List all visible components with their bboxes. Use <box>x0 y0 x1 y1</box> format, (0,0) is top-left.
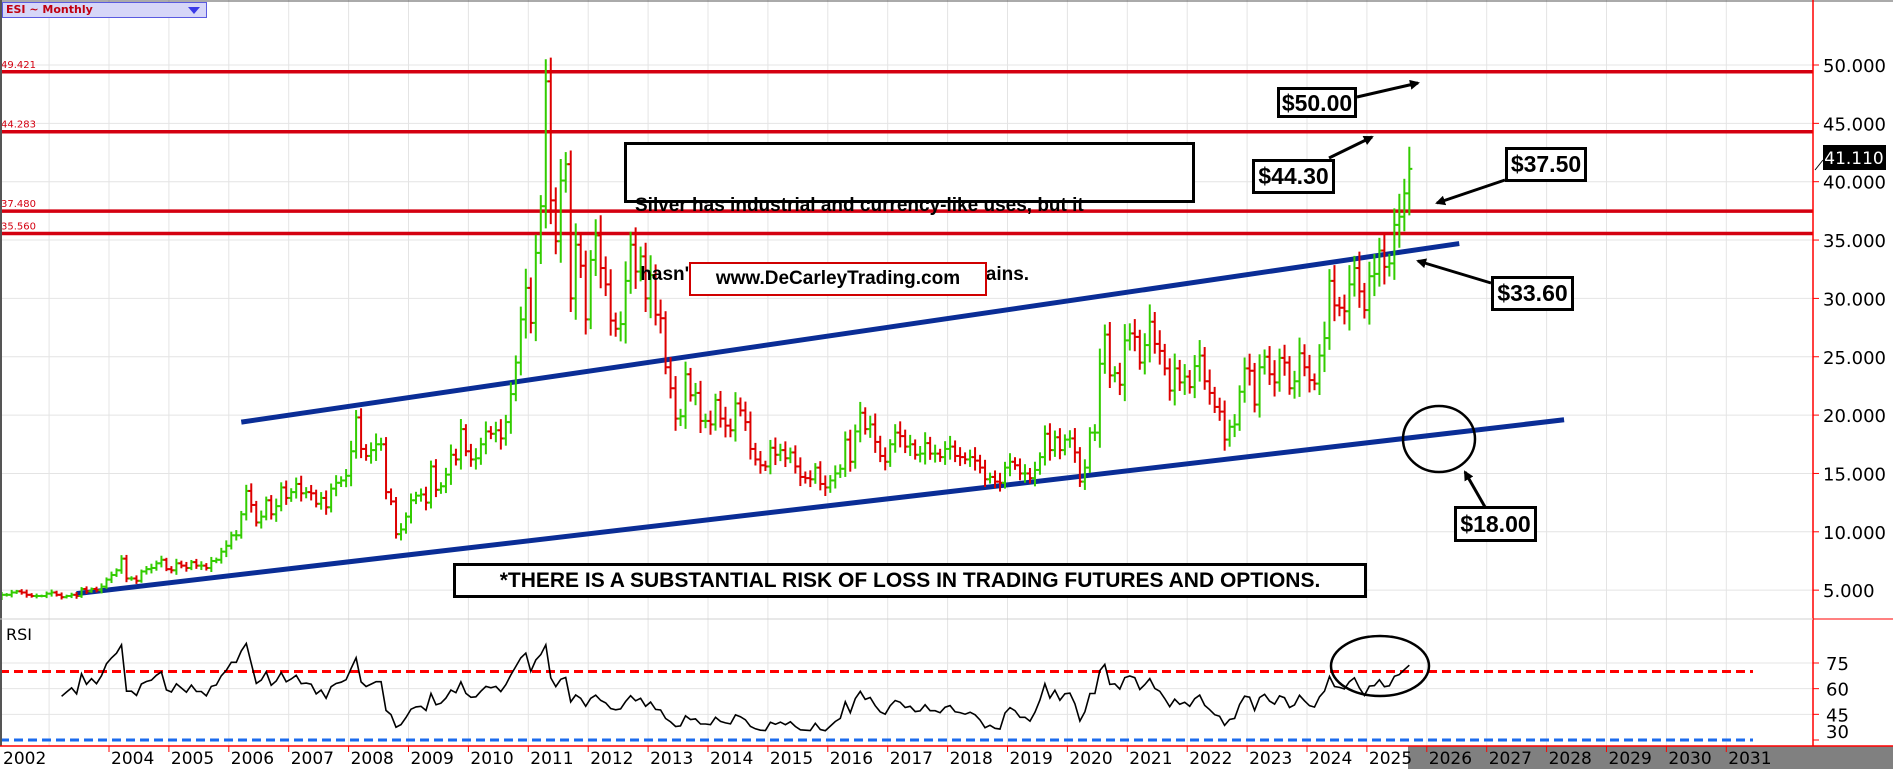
x-tick-label: 2023 <box>1249 749 1292 769</box>
x-tick-label: 2006 <box>231 749 274 769</box>
trendlines <box>76 241 1565 597</box>
annotation-arrows <box>1328 79 1506 508</box>
comment-line-1: Silver has industrial and currency-like … <box>635 195 1084 216</box>
x-tick-label: 2018 <box>950 749 993 769</box>
y-tick-label: 25.000 <box>1823 348 1886 369</box>
y-tick-label: 30.000 <box>1823 289 1886 310</box>
channel-trendline <box>76 417 1565 597</box>
x-tick-label: 2015 <box>770 749 813 769</box>
x-tick-label: 2004 <box>111 749 154 769</box>
arrow-44 <box>1328 135 1374 160</box>
disclaimer-box: *THERE IS A SUBSTANTIAL RISK OF LOSS IN … <box>453 563 1367 598</box>
x-tick-label: 2027 <box>1489 749 1532 769</box>
x-tick-label: 2028 <box>1549 749 1592 769</box>
x-tick-label: 2024 <box>1309 749 1352 769</box>
rsi-y-tick-label: 30 <box>1826 722 1849 743</box>
y-tick-label: 50.000 <box>1823 56 1886 77</box>
support-33-label: $33.60 <box>1491 276 1574 311</box>
x-tick-label: 2019 <box>1010 749 1053 769</box>
symbol-selector-label: ESI ~ Monthly <box>6 3 93 16</box>
x-tick-label: 2014 <box>710 749 753 769</box>
arrow-18 <box>1463 470 1487 508</box>
symbol-selector[interactable]: ESI ~ Monthly <box>2 2 207 18</box>
y-tick-label: 35.000 <box>1823 231 1886 252</box>
y-tick-label: 10.000 <box>1823 523 1886 544</box>
x-tick-label: 2008 <box>351 749 394 769</box>
level-label: 49.421 <box>1 60 36 71</box>
last-price-marker: 41.110 <box>1814 145 1886 171</box>
price-bars <box>0 57 1413 600</box>
level-label: 37.480 <box>1 199 36 210</box>
x-tick-label: 2029 <box>1609 749 1652 769</box>
target-44-label: $44.30 <box>1252 159 1335 194</box>
x-tick-label: 2010 <box>470 749 513 769</box>
comment-box: Silver has industrial and currency-like … <box>624 142 1195 285</box>
rsi-y-tick-label: 60 <box>1826 680 1849 701</box>
arrow-37 <box>1435 178 1506 206</box>
target-50-label: $50.00 <box>1277 87 1357 118</box>
website-label: www.DeCarleyTrading.com <box>689 262 987 296</box>
y-tick-label: 20.000 <box>1823 406 1886 427</box>
last-price-label: 41.110 <box>1824 149 1883 169</box>
x-tick-label: 2002 <box>3 749 46 769</box>
target-37-label: $37.50 <box>1505 147 1587 182</box>
y-tick-label: 5.000 <box>1823 581 1875 602</box>
arrow-33 <box>1416 258 1492 285</box>
x-tick-label: 2007 <box>291 749 334 769</box>
x-tick-label: 2022 <box>1189 749 1232 769</box>
rsi-y-tick-label: 75 <box>1826 654 1849 675</box>
dropdown-arrow-icon[interactable] <box>188 7 200 14</box>
channel-trendline <box>240 241 1460 425</box>
x-tick-label: 2005 <box>171 749 214 769</box>
x-tick-label: 2030 <box>1668 749 1711 769</box>
rsi-label: RSI <box>6 625 32 644</box>
price-bar <box>1406 146 1413 216</box>
horizontal-levels: 49.421 44.283 37.480 35.560 <box>0 60 1813 236</box>
rsi-line <box>61 641 1410 732</box>
x-tick-label: 2021 <box>1129 749 1172 769</box>
x-tick-label: 2011 <box>530 749 573 769</box>
level-label: 35.560 <box>1 222 36 233</box>
x-tick-label: 2017 <box>890 749 933 769</box>
x-tick-label: 2020 <box>1069 749 1112 769</box>
rsi-circle <box>1329 634 1431 698</box>
rsi-panel <box>0 641 1753 742</box>
x-tick-label: 2012 <box>590 749 633 769</box>
x-tick-label: 2016 <box>830 749 873 769</box>
y-tick-label: 15.000 <box>1823 464 1886 485</box>
level-label: 44.283 <box>1 120 36 131</box>
x-tick-label: 2026 <box>1429 749 1472 769</box>
y-tick-label: 45.000 <box>1823 114 1886 135</box>
support-18-label: $18.00 <box>1454 506 1537 542</box>
rsi-y-tick-label: 45 <box>1826 705 1849 726</box>
x-tick-label: 2031 <box>1728 749 1771 769</box>
x-tick-label: 2013 <box>650 749 693 769</box>
x-tick-label: 2009 <box>411 749 454 769</box>
x-tick-label: 2025 <box>1369 749 1412 769</box>
arrow-50 <box>1356 79 1420 99</box>
support-circle <box>1401 404 1477 474</box>
y-tick-label: 40.000 <box>1823 173 1886 194</box>
future-period-band <box>1408 746 1893 769</box>
